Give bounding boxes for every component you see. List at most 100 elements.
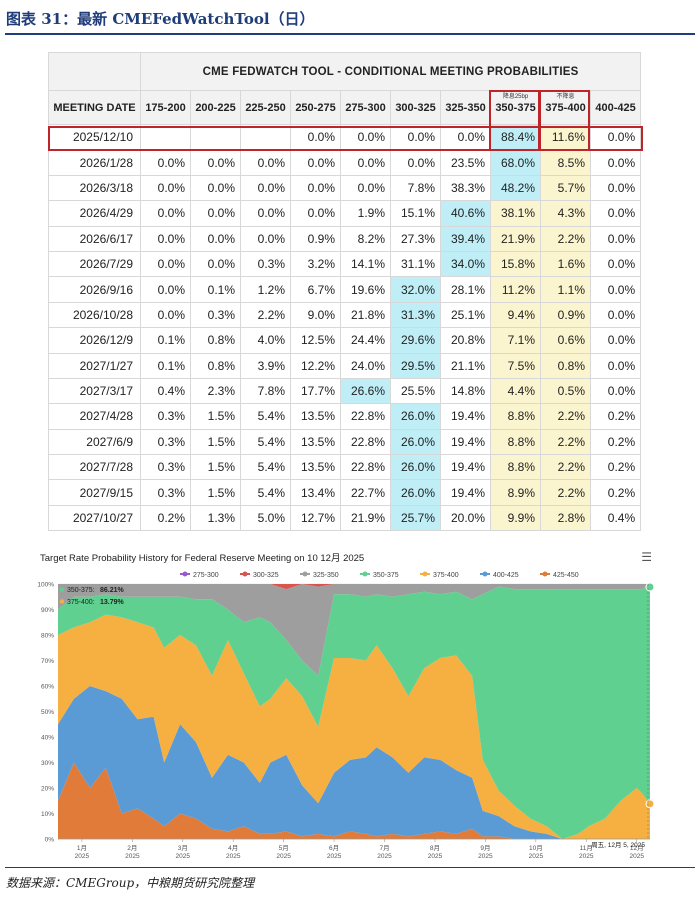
- range-header-400-425: 400-425: [589, 90, 642, 125]
- probability-cell: 0.3%: [140, 428, 191, 456]
- probability-cell: 0.4%: [589, 504, 642, 532]
- table-row: 2026/4/29 0.0% 0.0% 0.0% 0.0% 1.9% 15.1% 40.6% 3…: [48, 200, 642, 227]
- probability-cell: 21.9%: [490, 225, 541, 252]
- table-row: 2026/3/18 0.0% 0.0% 0.0% 0.0% 0.0% 7.8% 38.3% 48…: [48, 174, 642, 202]
- probability-cell: 0.0%: [589, 250, 642, 278]
- x-tick-year: 2025: [377, 853, 392, 860]
- table-row: 2027/4/28 0.3% 1.5% 5.4% 13.5% 22.8% 26.0% 19.4…: [48, 403, 642, 430]
- probability-cell: 3.9%: [240, 352, 291, 379]
- probability-cell: 1.3%: [190, 504, 241, 532]
- table-row: 2027/6/9 0.3% 1.5% 5.4% 13.5% 22.8% 26.0% 19.4%…: [48, 428, 642, 456]
- range-header-225-250: 225-250: [240, 90, 291, 125]
- probability-cell: 0.1%: [140, 327, 191, 354]
- range-header-275-300: 275-300: [340, 90, 391, 125]
- probability-cell: 13.4%: [290, 479, 341, 506]
- probability-cell: 29.6%: [390, 327, 441, 354]
- probability-cell: 0.0%: [240, 225, 291, 252]
- probability-cell: 9.0%: [290, 301, 341, 329]
- probability-cell: 5.7%: [540, 174, 591, 202]
- range-header-label: 275-300: [345, 101, 386, 114]
- meeting-date: 2027/9/15: [48, 479, 141, 506]
- probability-cell: 8.2%: [340, 225, 391, 252]
- x-tick-year: 2025: [125, 853, 140, 860]
- probability-cell: 0.2%: [589, 403, 642, 430]
- range-header-label: 375-400: [545, 101, 586, 114]
- legend-label: 375-400: [433, 572, 459, 579]
- probability-cell: 26.6%: [340, 377, 391, 405]
- table-row: 2026/9/16 0.0% 0.1% 1.2% 6.7% 19.6% 32.0% 28.1%…: [48, 276, 642, 303]
- x-tick-year: 2025: [579, 853, 594, 860]
- probability-cell: 38.3%: [440, 174, 491, 202]
- chart-svg: 275-300 300-325 325-350 350-375 375-400 400-4…: [37, 571, 655, 860]
- probability-cell: 0.0%: [240, 200, 291, 227]
- probability-cell: 88.4%: [490, 123, 541, 151]
- range-header-label: 350-375: [495, 101, 536, 114]
- y-tick-label: 100%: [37, 582, 54, 589]
- meeting-date: 2026/3/18: [48, 174, 141, 202]
- table-row: 2027/1/27 0.1% 0.8% 3.9% 12.2% 24.0% 29.5% 21.1…: [48, 352, 642, 379]
- meeting-date: 2026/12/9: [48, 327, 141, 354]
- date-label: 周五, 12月 5, 2025: [591, 841, 645, 849]
- legend-dot: [482, 571, 488, 577]
- area-375-400: [58, 614, 650, 839]
- probability-cell: 31.1%: [390, 250, 441, 278]
- probability-cell: 22.8%: [340, 454, 391, 481]
- x-tick-year: 2025: [478, 853, 493, 860]
- meeting-date: 2026/4/29: [48, 200, 141, 227]
- probability-cell: 5.4%: [240, 454, 291, 481]
- source-rule: [5, 867, 695, 868]
- probability-cell: 27.3%: [390, 225, 441, 252]
- meeting-date: 2027/3/17: [48, 377, 141, 405]
- probability-cell: 14.8%: [440, 377, 491, 405]
- probability-cell: 0.3%: [240, 250, 291, 278]
- probability-cell: 0.0%: [190, 149, 241, 176]
- probability-cell: 32.0%: [390, 276, 441, 303]
- x-tick-month: 4月: [228, 844, 238, 852]
- probability-cell: 0.2%: [589, 454, 642, 481]
- table-row: 2026/6/17 0.0% 0.0% 0.0% 0.9% 8.2% 27.3% 39.4% 2…: [48, 225, 642, 252]
- probability-cell: 21.1%: [440, 352, 491, 379]
- source-note: 数据来源：CMEGroup，中粮期货研究院整理: [6, 876, 255, 890]
- range-header-300-325: 300-325: [390, 90, 441, 125]
- menu-icon[interactable]: ☰: [641, 550, 652, 564]
- tooltip-label: 350-375:: [67, 587, 95, 594]
- probability-cell: 25.1%: [440, 301, 491, 329]
- probability-cell: 3.2%: [290, 250, 341, 278]
- x-tick-year: 2025: [428, 853, 443, 860]
- probability-cell: 0.0%: [589, 301, 642, 329]
- probability-cell: 25.5%: [390, 377, 441, 405]
- probability-cell: 0.6%: [540, 327, 591, 354]
- probability-cell: 0.0%: [290, 123, 341, 151]
- x-tick-month: 2月: [127, 844, 137, 852]
- probability-cell: 68.0%: [490, 149, 541, 176]
- probability-cell: 0.5%: [540, 377, 591, 405]
- table-title: CME FEDWATCH TOOL - CONDITIONAL MEETING …: [139, 52, 642, 91]
- y-tick-label: 60%: [41, 684, 54, 691]
- probability-cell: 9.9%: [490, 504, 541, 532]
- probability-cell: 0.0%: [589, 200, 642, 227]
- range-subnote: 降息25bp: [502, 94, 529, 100]
- probability-cell: 39.4%: [440, 225, 491, 252]
- probability-cell: 26.0%: [390, 454, 441, 481]
- y-tick-label: 50%: [41, 709, 54, 716]
- range-header-350-375: 降息25bp 350-375: [490, 90, 541, 125]
- probability-cell: 5.4%: [240, 428, 291, 456]
- tooltip-value: 13.79%: [100, 599, 125, 606]
- x-tick-month: 10月: [529, 844, 543, 852]
- probability-cell: 1.5%: [190, 428, 241, 456]
- x-tick-year: 2025: [629, 853, 644, 860]
- probability-cell: 1.5%: [190, 403, 241, 430]
- probability-cell: 0.0%: [340, 149, 391, 176]
- probability-cell: 0.0%: [140, 250, 191, 278]
- table-row: 2027/7/28 0.3% 1.5% 5.4% 13.5% 22.8% 26.0% 19.4…: [48, 454, 642, 481]
- probability-cell: 1.9%: [340, 200, 391, 227]
- legend-dot: [242, 571, 248, 577]
- title-rule: [5, 33, 695, 35]
- probability-cell: 2.2%: [240, 301, 291, 329]
- probability-cell: 11.2%: [490, 276, 541, 303]
- probability-cell: 8.8%: [490, 428, 541, 456]
- probability-cell: 2.3%: [190, 377, 241, 405]
- probability-cell: 12.5%: [290, 327, 341, 354]
- x-tick-year: 2025: [176, 853, 191, 860]
- probability-cell: 15.8%: [490, 250, 541, 278]
